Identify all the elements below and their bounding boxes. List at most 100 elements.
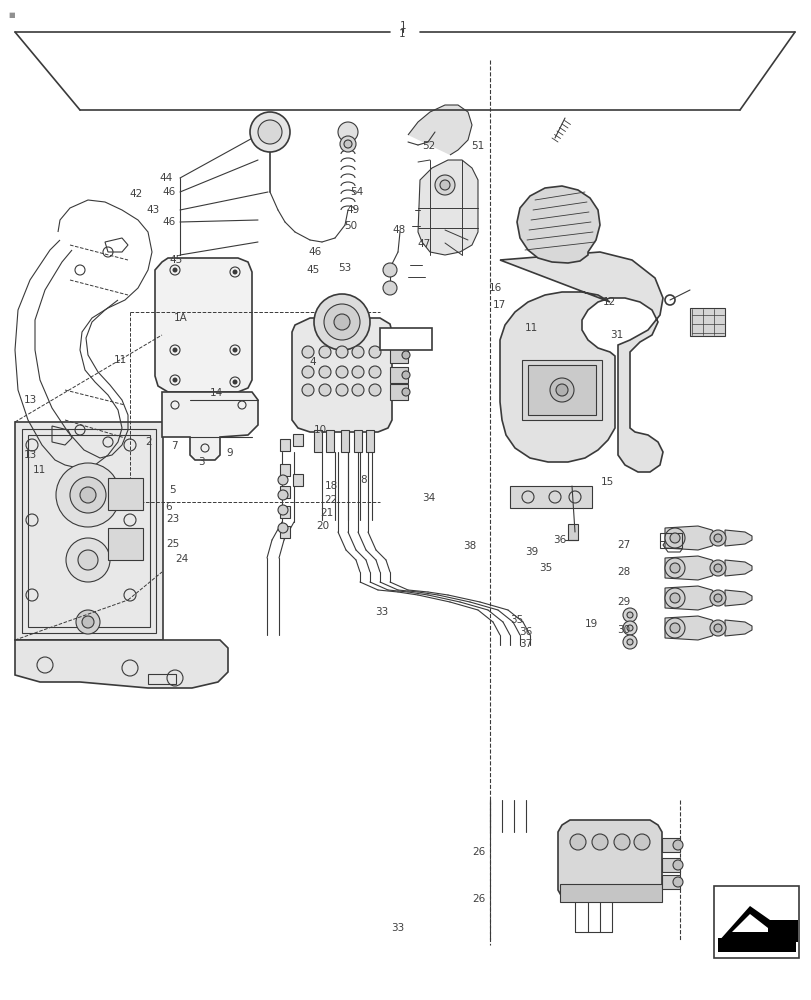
Text: 36: 36 bbox=[519, 627, 532, 637]
Text: 6: 6 bbox=[165, 502, 171, 512]
Text: 1A: 1A bbox=[174, 313, 187, 323]
Text: 11: 11 bbox=[114, 355, 127, 365]
Text: 10: 10 bbox=[314, 425, 327, 435]
Polygon shape bbox=[664, 616, 717, 640]
Circle shape bbox=[709, 590, 725, 606]
Text: 2: 2 bbox=[145, 437, 152, 447]
Bar bbox=[280, 526, 290, 538]
Bar bbox=[341, 134, 354, 140]
Circle shape bbox=[569, 834, 586, 850]
Polygon shape bbox=[407, 105, 471, 155]
Circle shape bbox=[277, 475, 288, 485]
Polygon shape bbox=[155, 258, 251, 392]
Bar bbox=[366, 430, 374, 452]
Bar bbox=[527, 365, 595, 415]
Circle shape bbox=[336, 384, 348, 396]
Bar bbox=[389, 367, 407, 383]
Polygon shape bbox=[292, 318, 392, 432]
Circle shape bbox=[232, 379, 237, 384]
Text: 22: 22 bbox=[324, 495, 337, 505]
Circle shape bbox=[666, 536, 674, 544]
Text: 4: 4 bbox=[309, 357, 315, 367]
Text: 34: 34 bbox=[422, 493, 435, 503]
Circle shape bbox=[302, 366, 314, 378]
Circle shape bbox=[713, 564, 721, 572]
Polygon shape bbox=[717, 906, 797, 942]
Text: 8: 8 bbox=[360, 475, 367, 485]
Text: 27: 27 bbox=[616, 540, 629, 550]
Circle shape bbox=[351, 384, 363, 396]
Text: 30: 30 bbox=[616, 625, 629, 635]
Text: 48: 48 bbox=[393, 225, 406, 235]
Bar bbox=[354, 430, 362, 452]
Polygon shape bbox=[724, 620, 751, 636]
Circle shape bbox=[337, 122, 358, 142]
Bar bbox=[280, 486, 290, 498]
Circle shape bbox=[622, 621, 636, 635]
Text: 33: 33 bbox=[391, 923, 404, 933]
Polygon shape bbox=[664, 526, 717, 550]
Text: 17: 17 bbox=[492, 300, 505, 310]
Text: 13: 13 bbox=[24, 395, 37, 405]
Polygon shape bbox=[418, 160, 478, 255]
Circle shape bbox=[626, 612, 633, 618]
Bar bbox=[293, 434, 303, 446]
Circle shape bbox=[277, 523, 288, 533]
Circle shape bbox=[319, 346, 331, 358]
Circle shape bbox=[401, 371, 410, 379]
Text: 43: 43 bbox=[146, 205, 159, 215]
Text: 49: 49 bbox=[346, 205, 359, 215]
Text: 46: 46 bbox=[162, 187, 175, 197]
Text: 52: 52 bbox=[422, 141, 435, 151]
Circle shape bbox=[713, 534, 721, 542]
Text: 7: 7 bbox=[171, 441, 178, 451]
Circle shape bbox=[669, 593, 679, 603]
Bar bbox=[314, 430, 322, 452]
Circle shape bbox=[82, 616, 94, 628]
Text: 46: 46 bbox=[308, 247, 321, 257]
Text: 51: 51 bbox=[470, 141, 483, 151]
Text: 11: 11 bbox=[525, 323, 538, 333]
Text: 5: 5 bbox=[169, 485, 176, 495]
Circle shape bbox=[435, 175, 454, 195]
Polygon shape bbox=[500, 252, 663, 472]
Circle shape bbox=[713, 624, 721, 632]
Circle shape bbox=[664, 618, 684, 638]
Bar bbox=[521, 360, 601, 420]
Circle shape bbox=[664, 588, 684, 608]
Polygon shape bbox=[517, 186, 599, 263]
Text: 20: 20 bbox=[316, 521, 329, 531]
Text: 45: 45 bbox=[169, 255, 182, 265]
Circle shape bbox=[672, 860, 682, 870]
Circle shape bbox=[383, 281, 397, 295]
Text: 38: 38 bbox=[462, 541, 475, 551]
Circle shape bbox=[713, 594, 721, 602]
Circle shape bbox=[622, 635, 636, 649]
Circle shape bbox=[669, 533, 679, 543]
Text: 1: 1 bbox=[398, 29, 405, 39]
Text: 35: 35 bbox=[510, 615, 523, 625]
Text: 53: 53 bbox=[338, 263, 351, 273]
Text: 16: 16 bbox=[488, 283, 501, 293]
Text: 12: 12 bbox=[602, 297, 615, 307]
Text: 47: 47 bbox=[417, 239, 430, 249]
Polygon shape bbox=[664, 556, 717, 580]
Polygon shape bbox=[731, 914, 767, 932]
Circle shape bbox=[549, 378, 573, 402]
Circle shape bbox=[70, 477, 106, 513]
Bar bbox=[325, 430, 333, 452]
Circle shape bbox=[258, 120, 281, 144]
Bar bbox=[509, 486, 591, 508]
Circle shape bbox=[383, 263, 397, 277]
Text: 14: 14 bbox=[210, 388, 223, 398]
Text: 42: 42 bbox=[130, 189, 143, 199]
Circle shape bbox=[250, 112, 290, 152]
Circle shape bbox=[664, 558, 684, 578]
Circle shape bbox=[633, 834, 649, 850]
Text: 9: 9 bbox=[226, 448, 233, 458]
Circle shape bbox=[172, 348, 178, 353]
Bar bbox=[661, 858, 679, 872]
Circle shape bbox=[319, 384, 331, 396]
Circle shape bbox=[324, 304, 359, 340]
Text: 19: 19 bbox=[584, 619, 597, 629]
